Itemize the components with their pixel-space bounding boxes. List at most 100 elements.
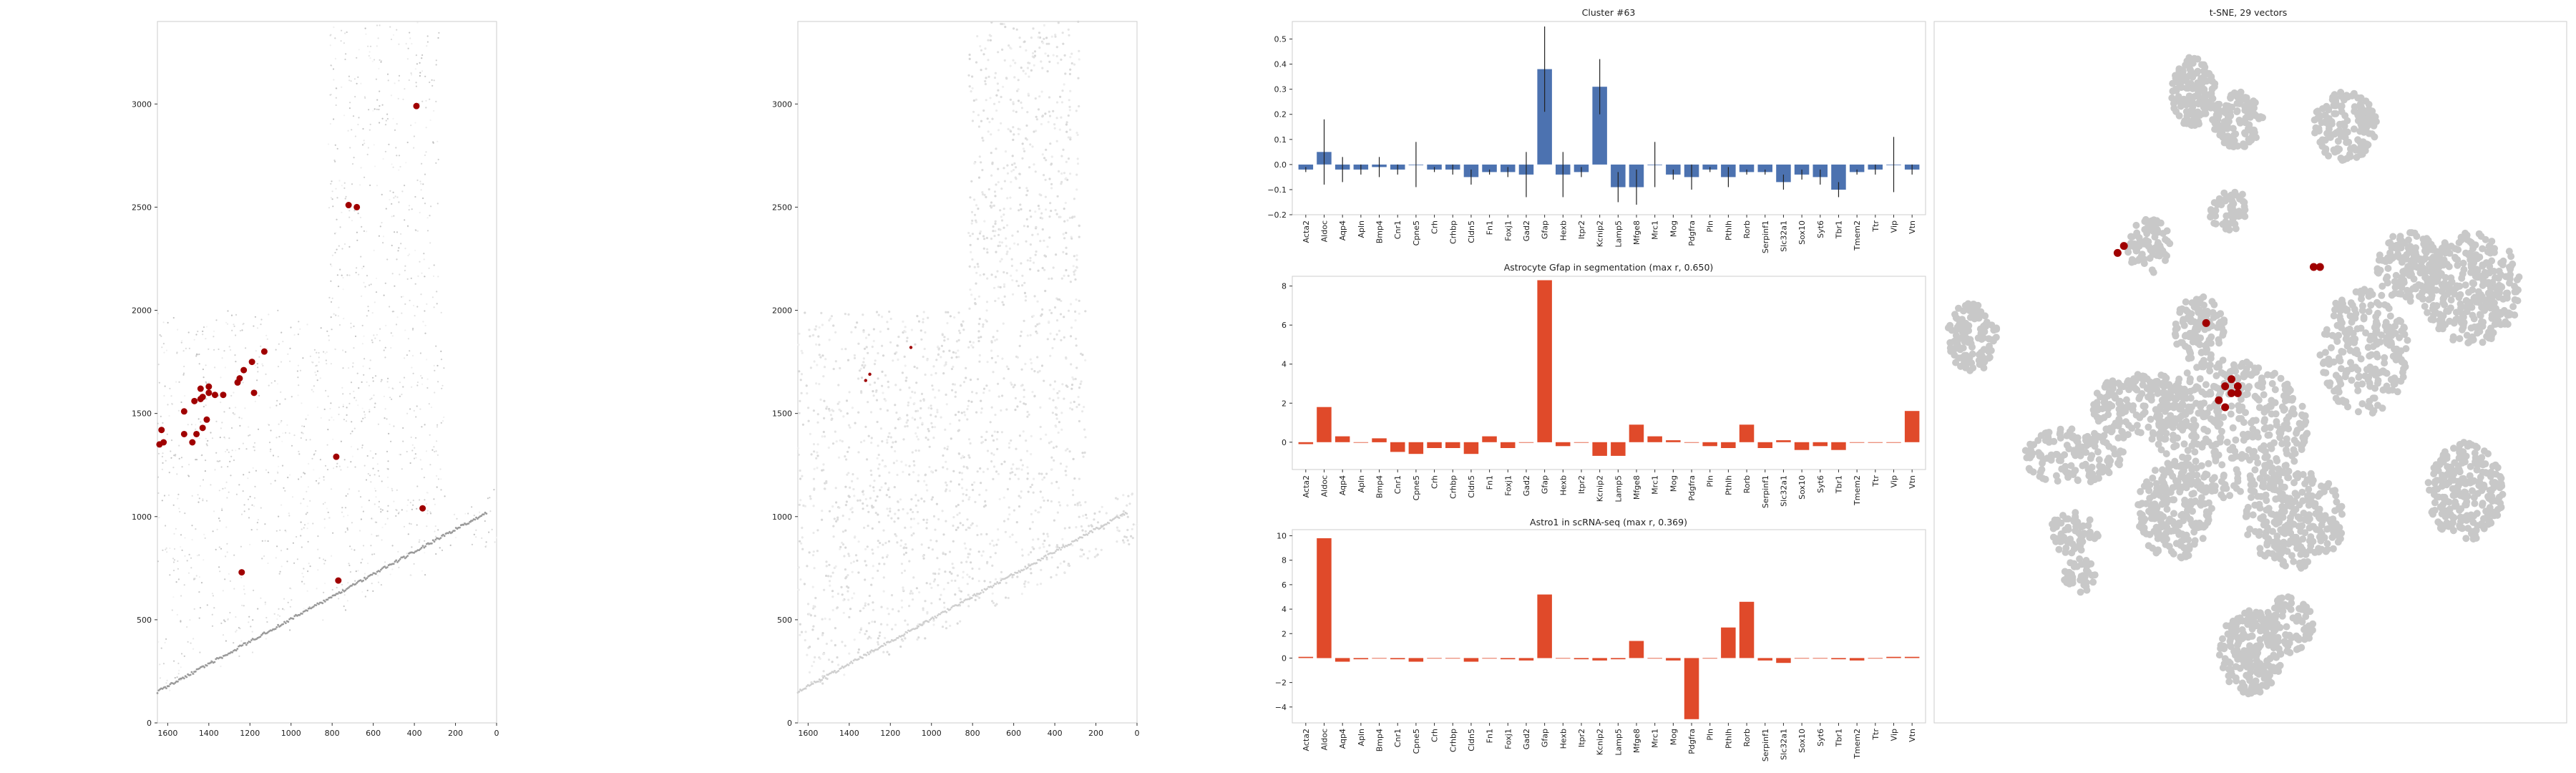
tissue-dot <box>265 616 268 619</box>
tsne-point <box>2509 303 2517 311</box>
tissue-dot <box>396 231 399 233</box>
tissue-dot <box>864 364 867 367</box>
tissue-dot <box>439 468 441 470</box>
tissue-dot <box>973 266 976 268</box>
tissue-dot <box>183 584 185 586</box>
tsne-point <box>2391 283 2399 291</box>
x-tick-label: Crh <box>1430 475 1440 489</box>
tissue-dot <box>233 554 235 556</box>
tissue-dot <box>977 176 981 179</box>
tissue-dot <box>210 484 212 486</box>
tissue-dot <box>356 231 358 233</box>
tissue-dot <box>828 563 831 566</box>
tissue-dot <box>1050 277 1053 280</box>
tissue-dot <box>281 465 284 467</box>
tissue-dot <box>899 544 902 548</box>
tissue-dot <box>1093 518 1096 521</box>
bar <box>1592 658 1607 661</box>
tissue-dot <box>1030 453 1033 456</box>
tissue-dot <box>1025 124 1028 127</box>
tissue-dot <box>350 461 352 463</box>
tissue-dot <box>945 481 947 484</box>
tissue-dot <box>816 467 819 470</box>
tissue-dot <box>331 297 333 299</box>
tissue-dot <box>251 631 253 633</box>
tissue-dot <box>373 394 375 397</box>
tissue-dot <box>1058 487 1060 490</box>
x-tick-label: Fn1 <box>1485 475 1495 490</box>
tissue-dot <box>945 460 947 463</box>
tissue-dot <box>182 374 185 376</box>
tissue-dot <box>867 510 870 513</box>
tissue-dot <box>344 351 347 353</box>
tissue-dot <box>1010 258 1013 261</box>
tissue-dot <box>378 108 380 111</box>
tissue-dot <box>320 417 322 419</box>
bar <box>1390 442 1405 452</box>
tissue-dot <box>313 454 315 456</box>
tissue-dot <box>1065 384 1068 387</box>
tissue-edge-dot <box>1106 523 1108 525</box>
tissue-dot <box>303 524 306 526</box>
tissue-dot <box>1025 295 1028 298</box>
tissue-dot <box>421 468 423 470</box>
tissue-dot <box>300 502 302 505</box>
tissue-edge-dot <box>936 614 939 617</box>
tissue-dot <box>315 449 317 452</box>
tissue-dot <box>176 473 178 475</box>
tsne-point <box>2339 120 2347 128</box>
tissue-dot <box>177 329 179 331</box>
tissue-dot <box>309 565 311 568</box>
tissue-dot <box>836 593 839 595</box>
tissue-dot <box>892 359 894 362</box>
tissue-dot <box>910 329 913 331</box>
tissue-dot <box>323 518 326 520</box>
tissue-edge-dot <box>275 626 278 628</box>
x-tick-label: Pdgfra <box>1687 729 1697 754</box>
tissue-dot <box>797 453 800 456</box>
tissue-dot <box>1055 417 1058 420</box>
tissue-dot <box>1127 495 1130 497</box>
bar <box>1831 164 1846 190</box>
tissue-dot <box>849 486 852 489</box>
tissue-dot <box>850 331 853 334</box>
spatial-right-highlight-points <box>864 346 913 382</box>
tissue-dot <box>887 613 890 616</box>
tissue-dot <box>371 583 373 585</box>
tsne-point <box>2184 84 2192 92</box>
tissue-dot <box>1122 494 1125 497</box>
tissue-dot <box>373 144 375 146</box>
tsne-point <box>2421 254 2429 262</box>
tissue-dot <box>349 571 351 573</box>
tissue-dot <box>431 84 434 87</box>
tissue-dot <box>1013 133 1015 136</box>
tissue-dot <box>937 517 940 521</box>
tissue-dot <box>1072 493 1075 497</box>
tissue-dot <box>807 407 810 409</box>
tissue-dot <box>984 47 987 50</box>
tissue-dot <box>337 315 339 317</box>
tissue-dot <box>159 334 161 336</box>
tissue-dot <box>1054 209 1057 212</box>
highlight-point <box>250 389 258 397</box>
x-tick-label: Mfge8 <box>1632 220 1641 245</box>
tissue-dot <box>334 57 336 60</box>
tissue-dot <box>1069 138 1072 141</box>
tsne-point <box>2212 207 2220 215</box>
x-tick-label: Gfap <box>1541 729 1550 747</box>
tissue-dot <box>230 314 233 316</box>
tissue-edge-dot <box>292 618 295 620</box>
tissue-dot <box>806 392 809 395</box>
tissue-dot <box>867 351 869 354</box>
tissue-dot <box>1032 491 1035 494</box>
tissue-edge-dot <box>817 680 819 683</box>
tissue-dot <box>243 510 245 512</box>
tissue-dot <box>1052 266 1055 269</box>
tissue-dot <box>877 377 879 380</box>
tissue-dot <box>364 286 366 288</box>
tissue-dot <box>437 478 440 480</box>
tissue-edge-dot <box>471 520 474 522</box>
tissue-dot <box>429 242 431 244</box>
tissue-dot <box>1081 354 1084 356</box>
tissue-dot <box>857 342 860 345</box>
